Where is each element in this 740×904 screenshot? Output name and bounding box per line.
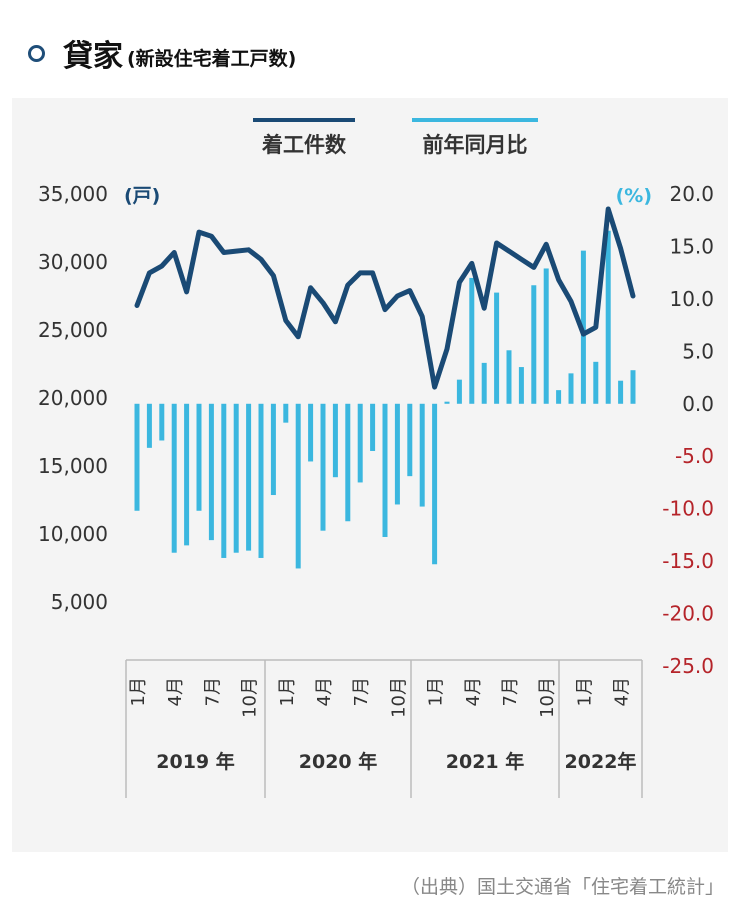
month-tick-label: 1月 [426, 677, 447, 706]
bar-yoy [382, 403, 388, 537]
bar-yoy [456, 379, 462, 404]
right-axis-tick: 15.0 [669, 234, 714, 258]
bar-yoy [332, 403, 338, 478]
bar-yoy [618, 380, 624, 404]
bar-yoy [258, 403, 264, 558]
month-tick-label: 4月 [612, 677, 633, 706]
bar-yoy [605, 230, 611, 404]
bar-yoy [171, 403, 177, 553]
left-axis-tick: 30,000 [38, 250, 108, 274]
bar-yoy [308, 403, 314, 462]
legend-swatch-bar [412, 118, 538, 122]
bar-yoy [494, 292, 500, 404]
bar-yoy [270, 403, 276, 496]
bar-yoy [370, 403, 376, 451]
month-tick-label: 10月 [388, 677, 409, 718]
bar-yoy [432, 403, 438, 565]
title-bullet-icon [28, 44, 45, 62]
bar-yoy [159, 403, 165, 441]
bar-yoy [233, 403, 239, 553]
left-axis-tick: 20,000 [38, 386, 108, 410]
bar-yoy [469, 277, 475, 404]
year-label: 2020 年 [299, 750, 378, 773]
bar-yoy [134, 403, 140, 511]
right-axis-tick: -20.0 [662, 602, 714, 626]
legend-label-bar: 前年同月比 [423, 133, 528, 157]
left-axis-tick: 35,000 [38, 182, 108, 206]
right-axis-tick: -25.0 [662, 654, 714, 678]
month-tick-label: 4月 [314, 677, 335, 706]
left-axis-tick: 25,000 [38, 318, 108, 342]
bar-yoy [295, 403, 301, 569]
right-axis-tick: 20.0 [669, 182, 714, 206]
right-axis-tick: -15.0 [662, 549, 714, 573]
legend-swatch-line [253, 118, 355, 122]
bar-yoy [357, 403, 363, 483]
bar-yoy [196, 403, 202, 511]
year-label: 2019 年 [156, 750, 235, 773]
chart-title: 貸家 [63, 39, 123, 74]
month-tick-label: 1月 [574, 677, 595, 706]
year-label: 2021 年 [446, 750, 525, 773]
month-tick-label: 10月 [537, 677, 558, 718]
bar-yoy [283, 403, 289, 423]
bar-yoy [444, 401, 450, 404]
bar-yoy [221, 403, 227, 558]
month-tick-label: 7月 [351, 677, 372, 706]
left-axis-tick: 10,000 [38, 522, 108, 546]
bar-yoy [481, 362, 487, 404]
bar-yoy [320, 403, 326, 531]
bar-yoy [146, 403, 152, 448]
right-axis-tick: -10.0 [662, 497, 714, 521]
title-row: 貸家 (新設住宅着工戸数) [28, 28, 296, 78]
month-tick-label: 10月 [240, 677, 261, 718]
bar-yoy [518, 367, 524, 404]
month-tick-label: 4月 [463, 677, 484, 706]
bar-yoy [593, 361, 599, 404]
bar-yoy [419, 403, 425, 507]
month-tick-label: 7月 [500, 677, 521, 706]
right-axis-unit: (%) [616, 185, 652, 207]
right-axis-tick: 0.0 [682, 392, 714, 416]
bar-yoy [630, 370, 636, 404]
source-note: （出典）国土交通省「住宅着工統計」 [400, 876, 724, 898]
right-axis-tick: -5.0 [675, 444, 714, 468]
bar-yoy [543, 268, 549, 404]
bar-yoy [345, 403, 351, 522]
year-label: 2022年 [565, 750, 637, 773]
month-tick-label: 1月 [128, 677, 149, 706]
right-axis-tick: 10.0 [669, 287, 714, 311]
left-axis-tick: 5,000 [51, 590, 108, 614]
right-axis-tick: 5.0 [682, 339, 714, 363]
chart-subtitle: (新設住宅着工戸数) [127, 47, 297, 70]
bar-yoy [556, 390, 562, 404]
month-tick-label: 1月 [277, 677, 298, 706]
month-tick-label: 4月 [165, 677, 186, 706]
bar-yoy [394, 403, 400, 505]
bar-yoy [407, 403, 413, 477]
bar-yoy [246, 403, 252, 551]
bar-yoy [506, 350, 512, 404]
bar-yoy [208, 403, 214, 541]
month-tick-label: 7月 [202, 677, 223, 706]
bar-yoy [531, 285, 537, 404]
legend-label-line: 着工件数 [261, 133, 347, 157]
bar-yoy [184, 403, 190, 546]
line-starts [134, 206, 636, 390]
left-axis-unit: (戸) [124, 185, 160, 207]
bar-yoy [568, 373, 574, 404]
left-axis-tick: 15,000 [38, 454, 108, 478]
